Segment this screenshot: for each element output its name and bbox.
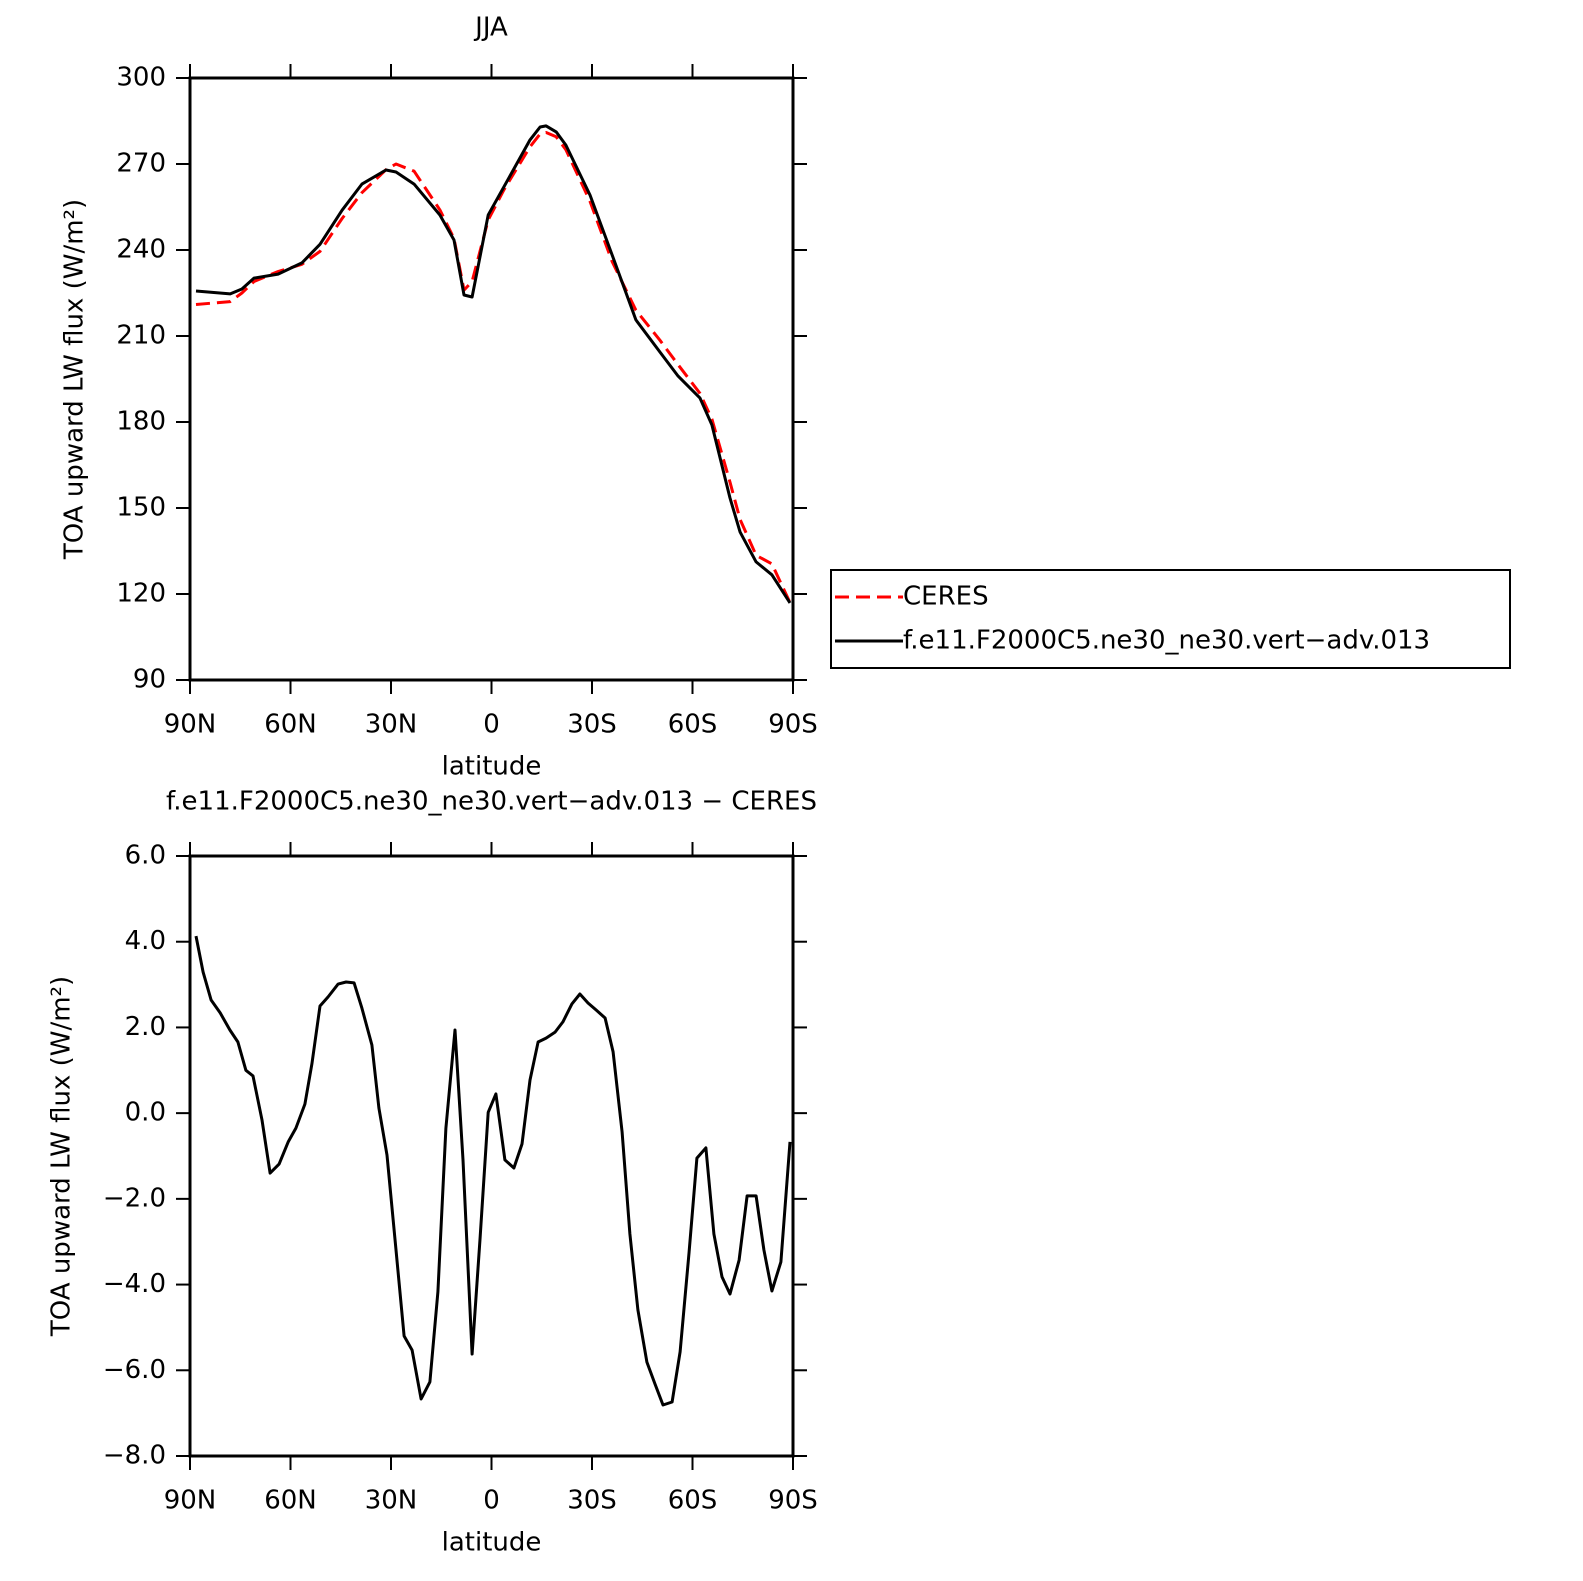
y-tick-label: 150	[116, 493, 166, 523]
x-tick-label: 30N	[365, 1486, 418, 1516]
data-line	[195, 131, 792, 604]
y-tick-label: 240	[116, 235, 166, 265]
data-line	[195, 124, 792, 604]
y-tick-label: 0.0	[125, 1098, 166, 1128]
y-tick-label: −4.0	[103, 1269, 166, 1299]
x-axis-label: latitude	[442, 1528, 542, 1558]
y-axis-label: TOA upward LW flux (W/m²)	[60, 199, 90, 560]
x-tick-label: 0	[483, 710, 500, 740]
y-tick-label: 4.0	[125, 926, 166, 956]
y-tick-label: −8.0	[103, 1441, 166, 1471]
y-tick-label: 300	[116, 63, 166, 93]
x-tick-label: 90N	[164, 710, 217, 740]
y-tick-label: −6.0	[103, 1355, 166, 1385]
x-tick-label: 30S	[567, 710, 617, 740]
y-tick-label: 270	[116, 149, 166, 179]
chart-title: f.e11.F2000C5.ne30_ne30.vert−adv.013 − C…	[166, 787, 817, 817]
x-tick-label: 60N	[264, 1486, 317, 1516]
y-tick-label: 120	[116, 579, 166, 609]
y-tick-label: 2.0	[125, 1012, 166, 1042]
x-tick-label: 0	[483, 1486, 500, 1516]
data-line	[194, 935, 792, 1407]
x-tick-label: 60S	[668, 1486, 718, 1516]
y-tick-label: 6.0	[125, 841, 166, 871]
x-tick-label: 90N	[164, 1486, 217, 1516]
y-tick-label: 180	[116, 407, 166, 437]
x-axis-label: latitude	[442, 752, 542, 782]
x-tick-label: 60N	[264, 710, 317, 740]
legend: CERES f.e11.F2000C5.ne30_ne30.vert−adv.01…	[830, 569, 1511, 669]
y-tick-label: 210	[116, 321, 166, 351]
y-axis-label: TOA upward LW flux (W/m²)	[47, 976, 77, 1337]
y-tick-label: 90	[133, 665, 166, 695]
chart-title: JJA	[473, 13, 508, 43]
x-tick-label: 30N	[365, 710, 418, 740]
x-tick-label: 60S	[668, 710, 718, 740]
legend-box	[830, 569, 1511, 669]
plot-frame	[188, 76, 795, 682]
x-tick-label: 30S	[567, 1486, 617, 1516]
legend-label: f.e11.F2000C5.ne30_ne30.vert−adv.013	[903, 626, 1430, 656]
plot-frame	[188, 854, 795, 1458]
y-tick-label: −2.0	[103, 1183, 166, 1213]
x-tick-label: 90S	[768, 710, 818, 740]
legend-label: CERES	[903, 582, 989, 612]
x-tick-label: 90S	[768, 1486, 818, 1516]
